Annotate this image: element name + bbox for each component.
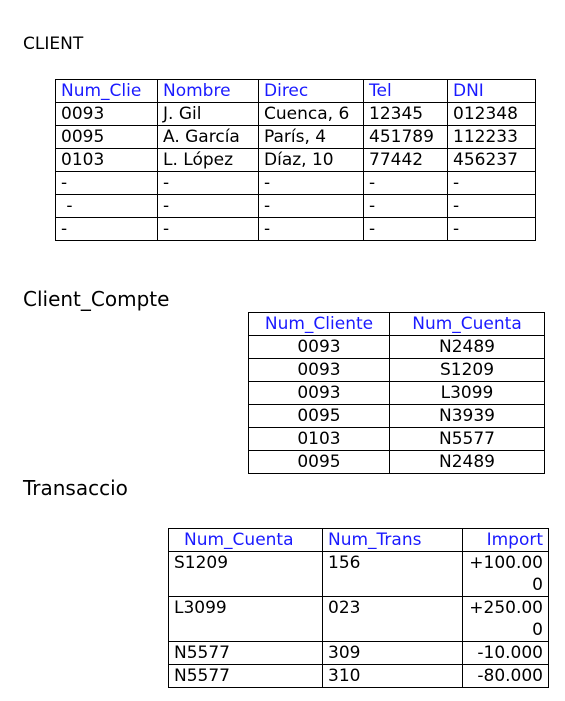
table-cell: 0103 — [248, 427, 390, 451]
table-cell: L. López — [157, 148, 259, 172]
table-cell: - — [363, 194, 448, 218]
table-row: - - - - - — [55, 171, 536, 195]
table-cell: - — [55, 171, 158, 195]
table-row: - - - - - — [55, 194, 536, 218]
client-table-title: CLIENT — [23, 34, 84, 54]
table-cell: A. García — [157, 125, 259, 149]
table-row: 0093 N2489 — [248, 335, 545, 359]
table-cell: S1209 — [389, 358, 545, 382]
column-header: Num_Cuenta — [168, 528, 323, 552]
table-cell: - — [258, 194, 364, 218]
table-cell: 0095 — [248, 404, 390, 428]
table-cell: 0103 — [55, 148, 158, 172]
table-cell: - — [157, 171, 259, 195]
table-cell: - — [447, 194, 536, 218]
table-cell: -10.000 — [462, 641, 549, 665]
table-cell: 112233 — [447, 125, 536, 149]
table-cell: - — [258, 217, 364, 241]
column-header: Tel — [363, 79, 448, 103]
table-cell: 456237 — [447, 148, 536, 172]
table-cell: 451789 — [363, 125, 448, 149]
table-cell: 012348 — [447, 102, 536, 126]
client-compte-table: Num_Cliente Num_Cuenta 0093 N2489 0093 S… — [248, 312, 545, 474]
table-cell: 023 — [322, 596, 463, 642]
table-cell: - — [363, 171, 448, 195]
table-row: 0093 L3099 — [248, 381, 545, 405]
table-row: L3099 023 +250.000 — [168, 596, 549, 642]
table-cell: L3099 — [389, 381, 545, 405]
table-row: 0103 N5577 — [248, 427, 545, 451]
table-cell: S1209 — [168, 551, 323, 597]
table-row: 0103 L. López Díaz, 10 77442 456237 — [55, 148, 536, 172]
table-cell: París, 4 — [258, 125, 364, 149]
table-cell: N3939 — [389, 404, 545, 428]
table-cell: - — [447, 171, 536, 195]
table-cell: 0093 — [248, 358, 390, 382]
transaccio-table: Num_Cuenta Num_Trans Import S1209 156 +1… — [168, 528, 549, 688]
table-cell: 156 — [322, 551, 463, 597]
table-row: 0095 N3939 — [248, 404, 545, 428]
table-cell: - — [157, 194, 259, 218]
table-cell: N2489 — [389, 450, 545, 474]
table-cell: N5577 — [168, 641, 323, 665]
table-row: 0093 J. Gil Cuenca, 6 12345 012348 — [55, 102, 536, 126]
table-cell: +250.000 — [462, 596, 549, 642]
table-cell: 310 — [322, 664, 463, 688]
table-header-row: Num_Cuenta Num_Trans Import — [168, 528, 549, 552]
table-cell: 0093 — [248, 381, 390, 405]
table-cell: - — [447, 217, 536, 241]
column-header: Nombre — [157, 79, 259, 103]
column-header: Import — [462, 528, 549, 552]
table-cell: 12345 — [363, 102, 448, 126]
table-cell: - — [157, 217, 259, 241]
table-header-row: Num_Clie Nombre Direc Tel DNI — [55, 79, 536, 103]
client-table: Num_Clie Nombre Direc Tel DNI 0093 J. Gi… — [55, 79, 536, 241]
table-row: 0093 S1209 — [248, 358, 545, 382]
table-cell: L3099 — [168, 596, 323, 642]
table-row: 0095 N2489 — [248, 450, 545, 474]
table-cell: - — [363, 217, 448, 241]
column-header: DNI — [447, 79, 536, 103]
table-cell: -80.000 — [462, 664, 549, 688]
table-cell: - — [55, 194, 158, 218]
table-cell: Díaz, 10 — [258, 148, 364, 172]
table-cell: J. Gil — [157, 102, 259, 126]
table-cell: N5577 — [168, 664, 323, 688]
table-cell: - — [258, 171, 364, 195]
client-compte-table-title: Client_Compte — [23, 287, 170, 311]
table-row: N5577 309 -10.000 — [168, 641, 549, 665]
table-cell: - — [55, 217, 158, 241]
column-header: Num_Trans — [322, 528, 463, 552]
column-header: Direc — [258, 79, 364, 103]
table-cell: 0093 — [248, 335, 390, 359]
table-cell: 0095 — [248, 450, 390, 474]
table-row: N5577 310 -80.000 — [168, 664, 549, 688]
column-header: Num_Cuenta — [389, 312, 545, 336]
table-cell: Cuenca, 6 — [258, 102, 364, 126]
table-row: S1209 156 +100.000 — [168, 551, 549, 597]
transaccio-table-title: Transaccio — [23, 476, 128, 500]
column-header: Num_Cliente — [248, 312, 390, 336]
table-header-row: Num_Cliente Num_Cuenta — [248, 312, 545, 336]
table-cell: 77442 — [363, 148, 448, 172]
table-cell: +100.000 — [462, 551, 549, 597]
table-row: 0095 A. García París, 4 451789 112233 — [55, 125, 536, 149]
table-cell: 0093 — [55, 102, 158, 126]
table-cell: N2489 — [389, 335, 545, 359]
table-cell: 309 — [322, 641, 463, 665]
column-header: Num_Clie — [55, 79, 158, 103]
table-cell: 0095 — [55, 125, 158, 149]
table-row: - - - - - — [55, 217, 536, 241]
table-cell: N5577 — [389, 427, 545, 451]
